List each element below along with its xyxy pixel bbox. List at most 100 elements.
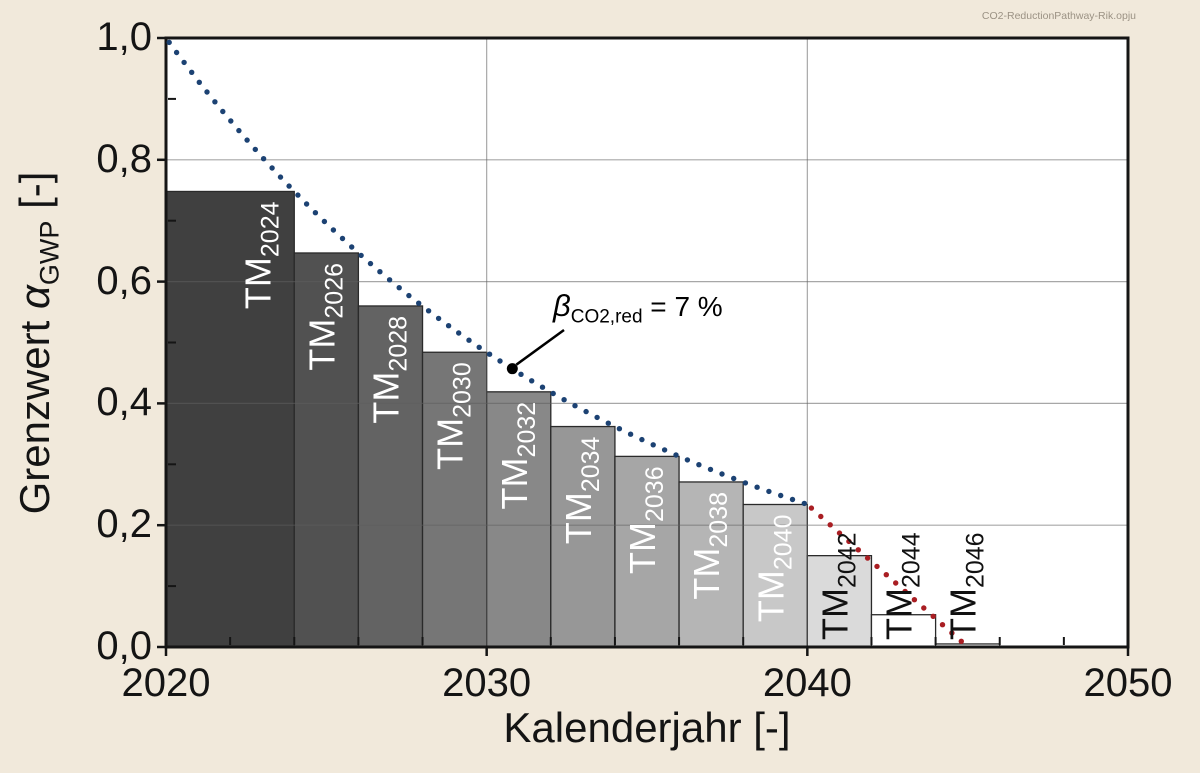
exponential-reduction-pathway-dots: [166, 39, 807, 507]
plot-frame: [164, 36, 1130, 649]
y-tick-label-1,0: 1,0: [96, 15, 152, 59]
y-axis-title-subscript: GWP: [34, 220, 65, 286]
linear-tail-dot: [874, 563, 880, 570]
y-axis-title-unit: [-]: [11, 171, 58, 221]
exponential-reduction-pathway-dot: [252, 146, 258, 153]
exponential-reduction-pathway-dot: [766, 488, 772, 495]
bar-label-year-2028: 2028: [385, 316, 413, 372]
exponential-reduction-pathway-dot: [742, 480, 749, 486]
exponential-reduction-pathway-dot: [497, 358, 503, 364]
linear-tail-dot: [864, 555, 871, 561]
exponential-reduction-pathway-dot: [349, 244, 355, 250]
exponential-reduction-pathway-dot: [650, 442, 656, 448]
bar-label-year-2026: 2026: [320, 263, 348, 319]
exponential-reduction-pathway-dot: [358, 252, 364, 259]
bar-tm-2036: [614, 455, 680, 648]
exponential-reduction-pathway-dot: [445, 323, 452, 329]
exponential-reduction-pathway-dot: [561, 397, 567, 403]
exponential-reduction-pathway-dot: [673, 452, 679, 458]
x-axis-title: Kalenderjahr [-]: [503, 704, 791, 751]
exponential-reduction-pathway-dot: [339, 235, 346, 242]
exponential-reduction-pathway-dot: [616, 426, 623, 432]
exponential-reduction-pathway-dot: [539, 384, 546, 390]
exponential-reduction-pathway-dot: [731, 475, 737, 482]
linear-tail-dots: [808, 505, 964, 644]
exponential-reduction-pathway-dot: [572, 403, 578, 409]
y-axis-title: Grenzwert αGWP [-]: [11, 0, 65, 693]
exponential-reduction-pathway-dot: [550, 390, 556, 397]
exponential-reduction-pathway-dot: [303, 201, 310, 207]
exponential-reduction-pathway-dot: [789, 496, 796, 503]
exponential-reduction-pathway-dot: [244, 137, 250, 143]
bar-tm-2028: [357, 305, 424, 648]
exponential-reduction-pathway-dot: [476, 344, 482, 350]
exponential-reduction-pathway-dot: [166, 39, 172, 46]
linear-tail-dot: [827, 522, 833, 528]
linear-tail-dot: [949, 630, 955, 636]
linear-tail-dot: [808, 505, 815, 511]
exponential-reduction-pathway-dot: [330, 227, 337, 233]
exponential-reduction-pathway-dot: [277, 174, 284, 180]
linear-tail-dot: [818, 513, 824, 520]
linear-tail-dot: [855, 547, 861, 553]
linear-tail-dot: [930, 613, 936, 619]
exponential-reduction-pathway-dot: [583, 408, 589, 415]
exponential-reduction-pathway-dot: [312, 210, 319, 216]
exponential-reduction-pathway-dot: [605, 420, 611, 426]
exponential-reduction-pathway-dot: [639, 436, 645, 443]
linear-tail-dot: [902, 588, 908, 595]
x-tick-label-2030: 2030: [442, 661, 532, 705]
annotation-dot: [506, 363, 518, 375]
exponential-reduction-pathway-dot: [406, 292, 412, 299]
linear-tail-dot: [883, 572, 889, 578]
exponential-reduction-pathway-dot: [396, 285, 402, 291]
watermark-filename: CO2-ReductionPathway-Rik.opju: [981, 10, 1136, 22]
annotation-subscript: CO2,red: [570, 306, 643, 328]
bar-label-year-2046: 2046: [962, 532, 990, 588]
exponential-reduction-pathway-dot: [367, 260, 374, 267]
linear-tail-dot: [958, 638, 964, 644]
exponential-reduction-pathway-dot: [236, 127, 242, 134]
exponential-reduction-pathway-dot: [719, 471, 725, 477]
y-tick-label-0,2: 0,2: [96, 502, 152, 547]
exponential-reduction-pathway-dot: [295, 192, 301, 198]
exponential-reduction-pathway-dot: [269, 165, 275, 171]
exponential-reduction-pathway-dot: [425, 308, 432, 314]
exponential-reduction-pathway-dot: [486, 351, 493, 357]
exponential-reduction-pathway-dot: [435, 315, 442, 322]
exponential-reduction-pathway-dot: [386, 277, 393, 283]
y-tick-label-0,6: 0,6: [96, 258, 152, 303]
exponential-reduction-pathway-dot: [456, 330, 462, 336]
bar-label-year-2038: 2038: [705, 492, 733, 548]
exponential-reduction-pathway-dot: [518, 371, 524, 377]
exponential-reduction-pathway-dot: [416, 300, 422, 306]
linear-tail-dot: [939, 622, 946, 628]
bar-label-year-2044: 2044: [898, 532, 926, 588]
bar-label-year-2024: 2024: [256, 201, 284, 257]
bar-label-year-2032: 2032: [513, 402, 541, 458]
x-tick-label-2020: 2020: [121, 661, 211, 705]
exponential-reduction-pathway-dot: [212, 99, 218, 105]
exponential-reduction-pathway-dot: [260, 156, 267, 162]
x-tick-label-2040: 2040: [762, 661, 852, 705]
exponential-reduction-pathway-dot: [173, 49, 180, 56]
exponential-reduction-pathway-dot: [189, 69, 195, 76]
exponential-reduction-pathway-dot: [627, 431, 634, 437]
exponential-reduction-pathway-dot: [228, 118, 234, 124]
linear-tail-dot: [893, 580, 899, 586]
exponential-reduction-pathway-dot: [466, 337, 472, 343]
exponential-reduction-pathway-dot: [529, 378, 535, 384]
exponential-reduction-pathway-dot: [196, 79, 202, 86]
bar-tm-2024: [165, 190, 295, 648]
exponential-reduction-pathway-dot: [684, 457, 691, 463]
exponential-reduction-pathway-dot: [377, 269, 383, 275]
exponential-reduction-pathway-dot: [204, 89, 210, 95]
exponential-reduction-pathway-dot: [696, 462, 702, 468]
bar-label-year-2034: 2034: [577, 436, 605, 492]
bar-tm-2040: [742, 503, 808, 648]
bar-label-year-2040: 2040: [769, 514, 797, 570]
bar-label-year-2030: 2030: [449, 362, 477, 418]
bar-tm-2026: [293, 252, 360, 648]
beta-symbol: β: [553, 288, 571, 323]
